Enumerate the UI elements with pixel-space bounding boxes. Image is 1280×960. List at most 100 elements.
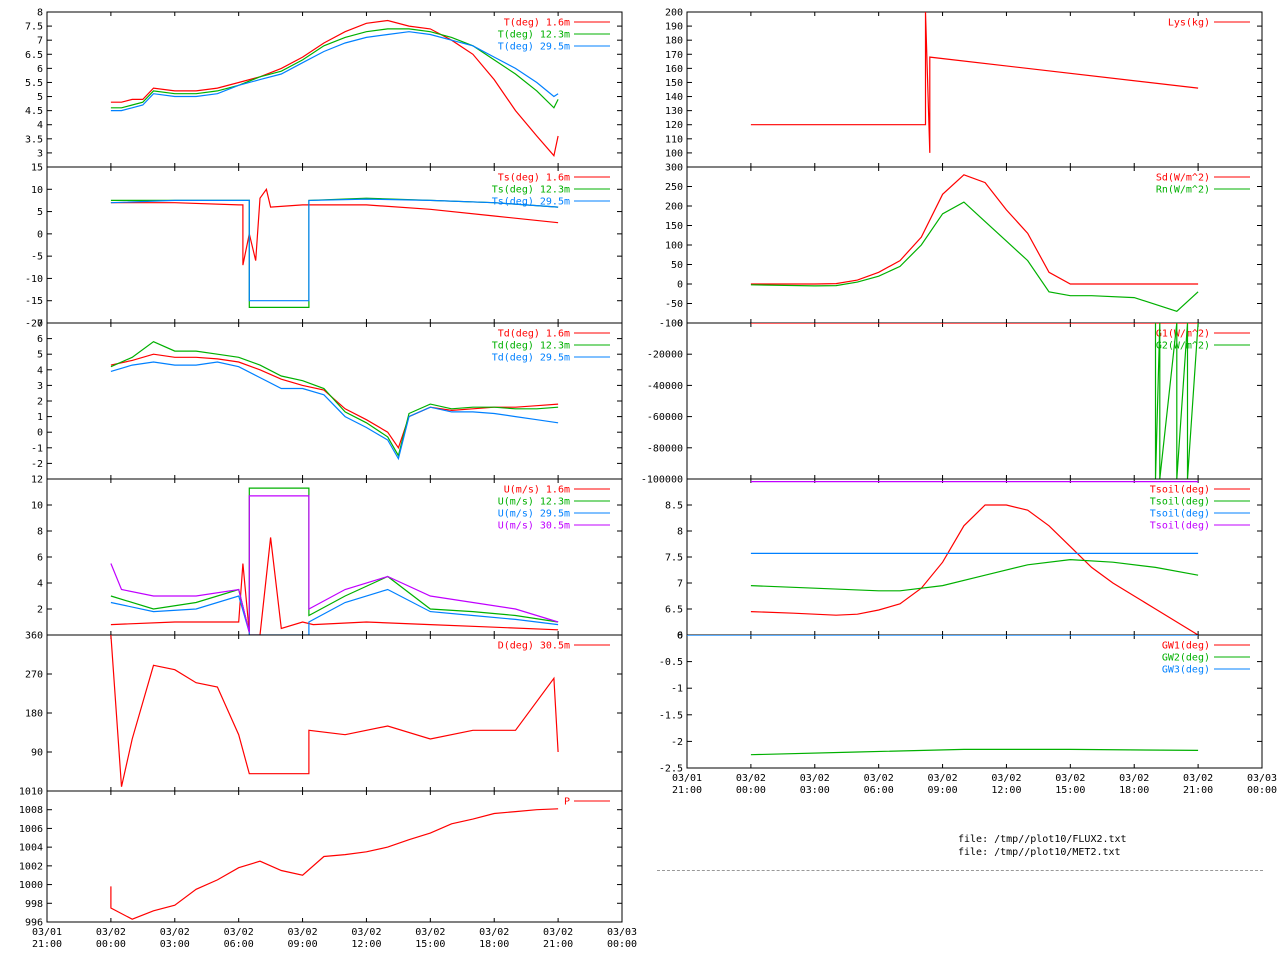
series-line [110,588,559,635]
legend-label: D(deg) 30.5m [498,641,570,652]
x-tick-label: 18:00 [1119,785,1149,796]
y-tick-label: 4.5 [25,106,43,117]
y-tick-label: 360 [25,631,43,642]
y-tick-label: 2 [37,397,43,408]
series-line [110,361,559,461]
x-tick-label: 03/02 [224,927,254,938]
y-tick-label: 3 [37,148,43,159]
x-tick-label: 15:00 [415,939,445,950]
x-tick-label: 03:00 [160,939,190,950]
y-tick-label: -60000 [647,412,683,423]
x-tick-label: 18:00 [479,939,509,950]
series-line [110,28,559,109]
y-tick-label: -80000 [647,443,683,454]
x-tick-label: 00:00 [607,939,637,950]
x-tick-label: 03/02 [991,773,1021,784]
x-tick-label: 21:00 [672,785,702,796]
series-line [110,197,559,308]
y-tick-label: -2 [671,737,683,748]
y-tick-label: 150 [665,78,683,89]
series-line [110,808,559,920]
y-tick-label: 0 [677,280,683,291]
y-tick-label: 0 [37,229,43,240]
x-tick-label: 06:00 [224,939,254,950]
legend-label: Tsoil(deg) [1150,485,1210,496]
y-tick-label: 190 [665,22,683,33]
y-tick-label: 1006 [19,824,43,835]
y-tick-label: 7 [37,36,43,47]
x-tick-label: 03/02 [736,773,766,784]
y-tick-label: 200 [665,202,683,213]
y-tick-label: 140 [665,92,683,103]
x-tick-label: 00:00 [96,939,126,950]
legend-label: Lys(kg) [1168,18,1210,29]
y-tick-label: 120 [665,120,683,131]
y-tick-label: -1 [671,684,683,695]
series-line [110,635,559,787]
series-line [110,19,559,158]
legend-label: Rn(W/m^2) [1156,185,1210,196]
y-tick-label: 3 [37,381,43,392]
x-tick-label: 00:00 [1247,785,1277,796]
x-tick-label: 03/02 [543,927,573,938]
legend-label: GW2(deg) [1162,653,1210,664]
x-tick-label: 03/02 [1055,773,1085,784]
legend-label: U(m/s) 1.6m [504,485,570,496]
legend-label: GW1(deg) [1162,641,1210,652]
y-tick-label: 0 [677,319,683,330]
x-tick-label: 21:00 [1183,785,1213,796]
y-tick-label: 5 [37,207,43,218]
series-line [110,487,559,633]
panel-lys: 100 110 120 130 140 150 160 170 180 190 200 Lys(kg) [665,8,1263,168]
y-tick-label: -0.5 [659,657,683,668]
y-tick-label: 270 [25,670,43,681]
y-tick-label: 15 [31,163,43,174]
y-tick-label: 1004 [19,843,43,854]
series-line [110,187,559,266]
legend-label: U(m/s) 30.5m [498,521,570,532]
y-tick-label: 7 [37,319,43,330]
series-line [110,341,559,458]
y-tick-label: 996 [25,918,43,929]
series-line [1154,323,1199,479]
y-tick-label: 6 [677,631,683,642]
y-tick-label: 10 [31,185,43,196]
y-tick-label: 4 [37,579,43,590]
y-tick-label: -40000 [647,381,683,392]
legend-label: Sd(W/m^2) [1156,173,1210,184]
x-tick-label: 06:00 [864,785,894,796]
x-tick-label: 03/02 [415,927,445,938]
y-tick-label: 7.5 [25,22,43,33]
legend-label: U(m/s) 12.3m [498,497,570,508]
y-tick-label: 8 [37,8,43,19]
y-tick-label: 300 [665,163,683,174]
legend-label: Td(deg) 12.3m [492,341,570,352]
legend-label: Ts(deg) 1.6m [498,173,570,184]
panel-rad: -100 -50 0 50 100 150 200 250 300 Sd(W/m^2)Rn(W/m… [659,163,1263,330]
y-tick-label: 1000 [19,880,43,891]
y-tick-label: 110 [665,134,683,145]
legend-label: T(deg) 12.3m [498,30,570,41]
y-tick-label: 170 [665,50,683,61]
y-tick-label: -1 [31,443,43,454]
legend-label: T(deg) 1.6m [504,18,570,29]
x-tick-label: 21:00 [543,939,573,950]
x-tick-label: 00:00 [736,785,766,796]
series-line [750,201,1199,312]
legend-label: Tsoil(deg) [1150,509,1210,520]
legend-label: U(m/s) 29.5m [498,509,570,520]
legend-label: T(deg) 29.5m [498,42,570,53]
y-tick-label: 250 [665,182,683,193]
y-tick-label: 12 [31,475,43,486]
y-tick-label: 180 [665,36,683,47]
y-tick-label: 50 [671,260,683,271]
y-tick-label: 7 [677,579,683,590]
y-tick-label: 5 [37,92,43,103]
y-tick-label: 4 [37,365,43,376]
x-tick-label: 03/03 [1247,773,1277,784]
series-line [110,198,559,302]
y-tick-label: 130 [665,106,683,117]
